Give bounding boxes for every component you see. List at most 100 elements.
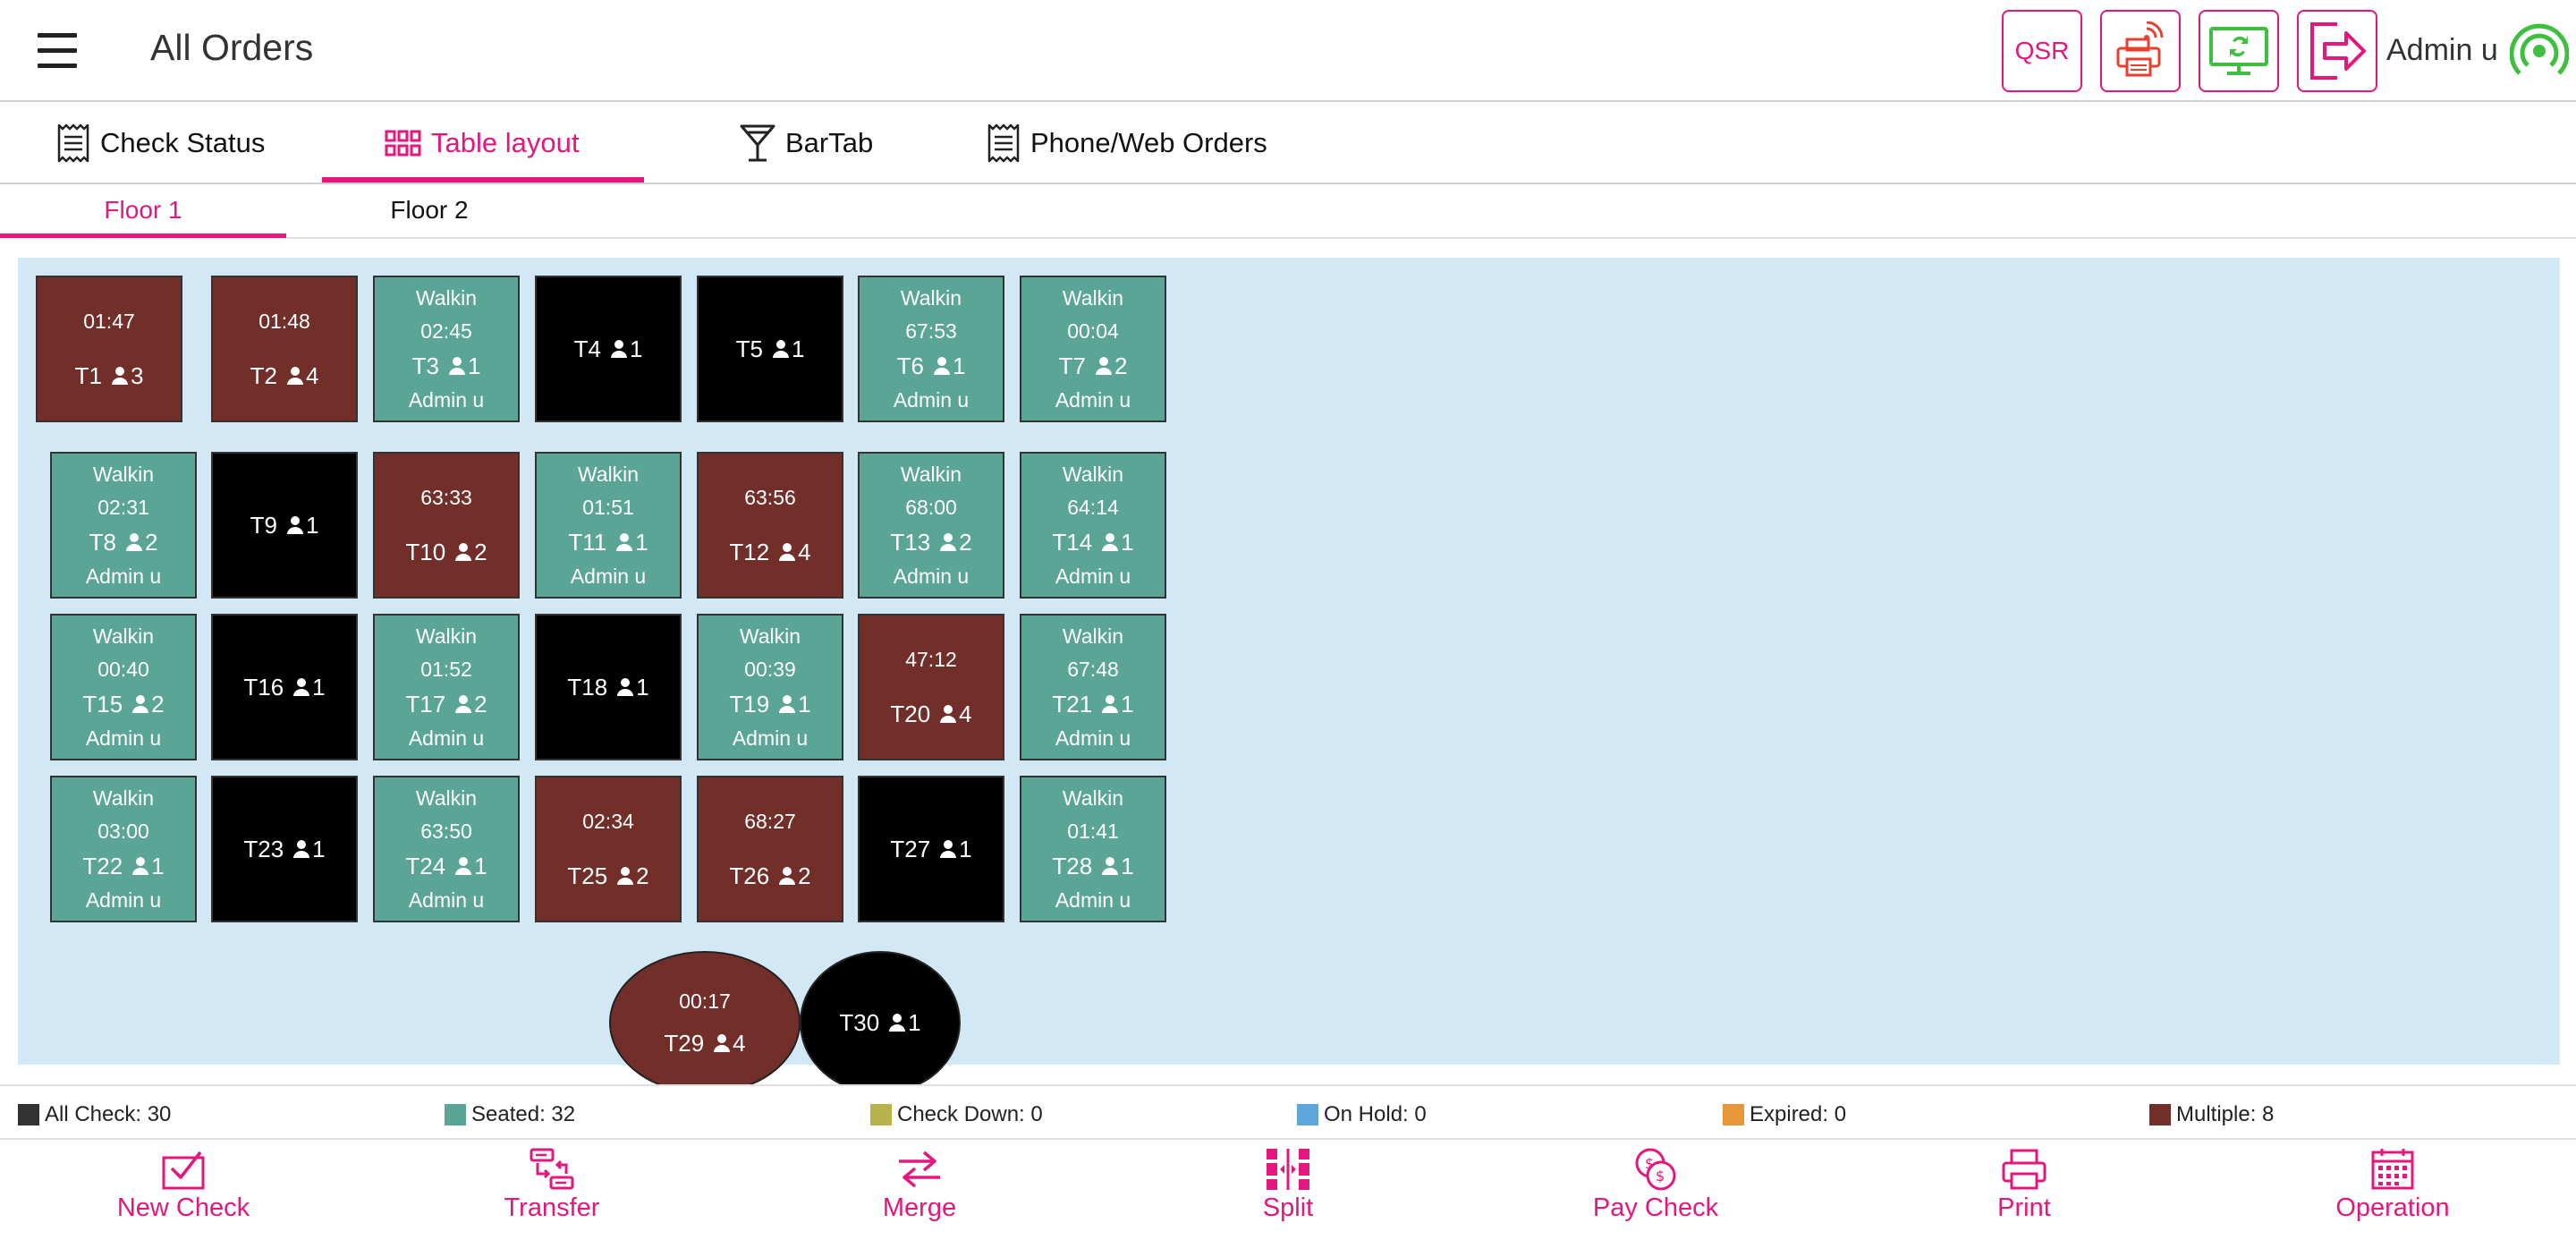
person-icon	[286, 366, 303, 385]
table-T19[interactable]: Walkin 00:39 T19 1 Admin u	[697, 614, 843, 760]
guest-count: 1	[636, 674, 649, 701]
tool-label: Print	[1997, 1193, 2051, 1222]
new-check-button[interactable]: New Check	[76, 1147, 291, 1236]
transfer-button[interactable]: Transfer	[445, 1147, 659, 1236]
connection-signal-icon	[2510, 23, 2569, 75]
table-T22[interactable]: Walkin 03:00 T22 1 Admin u	[50, 776, 197, 922]
display-sync-button[interactable]	[2199, 10, 2279, 92]
server-name: Admin u	[408, 888, 485, 912]
person-icon	[714, 1033, 731, 1052]
person-icon	[617, 678, 634, 696]
grid-icon	[385, 130, 421, 157]
table-T21[interactable]: Walkin 67:48 T21 1 Admin u	[1020, 614, 1166, 760]
table-T7[interactable]: Walkin 00:04 T7 2 Admin u	[1020, 276, 1166, 422]
split-button[interactable]: Split	[1181, 1147, 1395, 1236]
operation-button[interactable]: Operation	[2285, 1147, 2500, 1236]
legend-swatch	[870, 1104, 892, 1125]
table-number: T4	[573, 335, 601, 362]
qsr-button[interactable]: QSR	[2002, 10, 2082, 92]
guest-count: 4	[733, 1029, 746, 1057]
table-T5[interactable]: T5 1	[697, 276, 843, 422]
table-T25[interactable]: 02:34 T25 2	[535, 776, 682, 922]
pay-check-icon: $ $	[1635, 1148, 1676, 1191]
table-timer: 67:48	[1067, 657, 1119, 681]
printer-status-button[interactable]	[2100, 10, 2181, 92]
table-T23[interactable]: T23 1	[211, 776, 358, 922]
table-number: T24	[405, 852, 446, 879]
pay-check-button[interactable]: $ $ Pay Check	[1548, 1147, 1763, 1236]
person-icon	[933, 356, 950, 375]
table-T12[interactable]: 63:56 T12 4	[697, 452, 843, 599]
table-T13[interactable]: Walkin 68:00 T13 2 Admin u	[858, 452, 1004, 599]
table-timer: 47:12	[905, 647, 957, 671]
tab-check-status[interactable]: Check Status	[55, 104, 265, 183]
table-T10[interactable]: 63:33 T10 2	[373, 452, 520, 599]
order-type: Walkin	[415, 285, 478, 310]
table-T16[interactable]: T16 1	[211, 614, 358, 760]
table-number: T6	[896, 352, 924, 379]
table-T6[interactable]: Walkin 67:53 T6 1 Admin u	[858, 276, 1004, 422]
guest-count: 2	[474, 690, 487, 718]
tool-label: New Check	[116, 1193, 250, 1222]
person-icon	[1102, 856, 1119, 875]
table-T8[interactable]: Walkin 02:31 T8 2 Admin u	[50, 452, 197, 599]
print-button[interactable]: Print	[1917, 1147, 2131, 1236]
table-T27[interactable]: T27 1	[858, 776, 1004, 922]
guest-count: 1	[791, 335, 805, 362]
legend-label: All Check: 30	[45, 1102, 172, 1126]
status-legend: All Check: 30 Seated: 32 Check Down: 0 O…	[0, 1084, 2576, 1140]
tab-table-layout[interactable]: Table layout	[385, 104, 579, 183]
table-T2[interactable]: 01:48 T2 4	[211, 276, 358, 422]
person-icon	[1102, 694, 1119, 713]
table-timer: 02:34	[582, 809, 634, 833]
person-icon	[1095, 356, 1112, 375]
merge-button[interactable]: Merge	[812, 1147, 1027, 1236]
table-T26[interactable]: 68:27 T26 2	[697, 776, 843, 922]
guest-count: 4	[305, 361, 319, 389]
menu-icon[interactable]	[38, 33, 77, 71]
table-T3[interactable]: Walkin 02:45 T3 1 Admin u	[373, 276, 520, 422]
server-name: Admin u	[85, 726, 162, 750]
table-T15[interactable]: Walkin 00:40 T15 2 Admin u	[50, 614, 197, 760]
table-number: T11	[568, 528, 607, 556]
app-header: All Orders QSR Admin u	[0, 0, 2576, 102]
table-T17[interactable]: Walkin 01:52 T17 2 Admin u	[373, 614, 520, 760]
table-number: T2	[250, 361, 277, 389]
table-timer: 03:00	[97, 819, 149, 843]
floor-tab-2[interactable]: Floor 2	[390, 196, 469, 224]
table-T18[interactable]: T18 1	[535, 614, 682, 760]
table-T9[interactable]: T9 1	[211, 452, 358, 599]
legend-swatch	[2149, 1104, 2171, 1125]
table-timer: 64:14	[1067, 495, 1119, 519]
table-T29[interactable]: 00:17 T29 4	[609, 951, 801, 1094]
table-T20[interactable]: 47:12 T20 4	[858, 614, 1004, 760]
person-icon	[779, 694, 796, 713]
floor-tab-1[interactable]: Floor 1	[104, 196, 182, 224]
table-T24[interactable]: Walkin 63:50 T24 1 Admin u	[373, 776, 520, 922]
server-name: Admin u	[1055, 387, 1131, 412]
guest-count: 2	[959, 528, 972, 556]
legend-multiple: Multiple: 8	[2149, 1102, 2274, 1127]
table-T4[interactable]: T4 1	[535, 276, 682, 422]
guest-count: 2	[798, 862, 811, 889]
table-T1[interactable]: 01:47 T1 3	[36, 276, 182, 422]
table-T11[interactable]: Walkin 01:51 T11 1 Admin u	[535, 452, 682, 599]
guest-count: 1	[1121, 528, 1134, 556]
logout-button[interactable]	[2297, 10, 2377, 92]
split-icon	[1267, 1149, 1309, 1190]
person-icon	[610, 340, 627, 358]
table-T14[interactable]: Walkin 64:14 T14 1 Admin u	[1020, 452, 1166, 599]
order-type: Walkin	[900, 462, 962, 486]
server-name: Admin u	[408, 387, 485, 412]
tab-label: BarTab	[785, 127, 874, 158]
legend-label: On Hold: 0	[1324, 1102, 1427, 1126]
server-name: Admin u	[85, 564, 162, 588]
tab-phone-web-orders[interactable]: Phone/Web Orders	[986, 104, 1267, 183]
table-T28[interactable]: Walkin 01:41 T28 1 Admin u	[1020, 776, 1166, 922]
tab-bartab[interactable]: BarTab	[739, 104, 873, 183]
guest-count: 1	[959, 836, 972, 862]
person-icon	[1102, 532, 1119, 551]
table-T30[interactable]: T30 1	[800, 951, 961, 1094]
person-icon	[293, 840, 310, 858]
guest-count: 1	[635, 528, 648, 556]
